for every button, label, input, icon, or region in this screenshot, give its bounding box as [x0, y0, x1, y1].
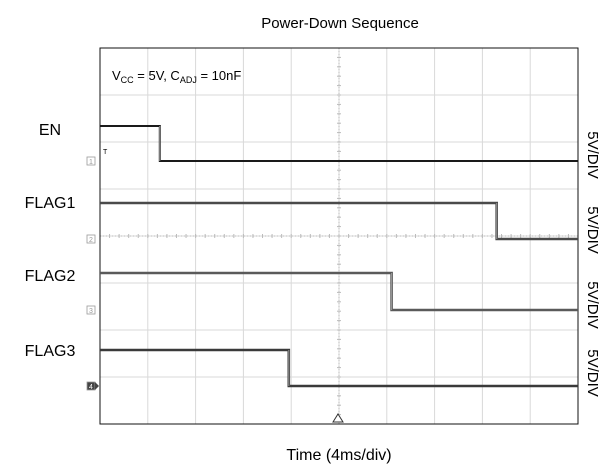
signal-label-flag2: FLAG2	[25, 268, 76, 285]
channel-number-1: 1	[89, 159, 93, 166]
scale-label-flag2: 5V/DIV	[584, 281, 601, 329]
signal-label-en: EN	[39, 122, 61, 139]
chart-title: Power-Down Sequence	[261, 15, 419, 32]
signal-label-flag1: FLAG1	[25, 195, 76, 212]
channel-marker-2	[86, 234, 96, 244]
scale-label-flag3: 5V/DIV	[584, 349, 601, 397]
vcc-label: V	[112, 68, 121, 83]
traces	[100, 125, 578, 388]
trigger-position-icon	[332, 413, 344, 423]
grid	[99, 47, 579, 425]
plot-frame	[99, 47, 579, 425]
channel-number-2: 2	[89, 237, 93, 244]
channel-number-3: 3	[89, 308, 93, 315]
cadj-subscript: ADJ	[180, 75, 197, 85]
x-axis-label: Time (4ms/div)	[286, 447, 391, 464]
signal-label-flag3: FLAG3	[25, 343, 76, 360]
channel-marker-1	[86, 156, 96, 166]
scale-label-flag1: 5V/DIV	[584, 206, 601, 254]
vcc-subscript: CC	[121, 75, 134, 85]
channel-pointer-icon	[95, 382, 99, 390]
cadj-value: = 10nF	[197, 68, 242, 83]
vcc-value: = 5V, C	[134, 68, 180, 83]
channel-marker-3	[86, 305, 96, 315]
scale-label-en: 5V/DIV	[584, 131, 601, 179]
signal-labels: EN 1 5V/DIV FLAG1 2 5V/DIV FLAG2 3 5V/DIV FLAG3 4 5…	[25, 122, 601, 397]
channel-number-4: 4	[89, 384, 93, 391]
trigger-marker: T	[103, 149, 108, 156]
conditions-annotation: VCC = 5V, CADJ = 10nF	[112, 68, 241, 85]
